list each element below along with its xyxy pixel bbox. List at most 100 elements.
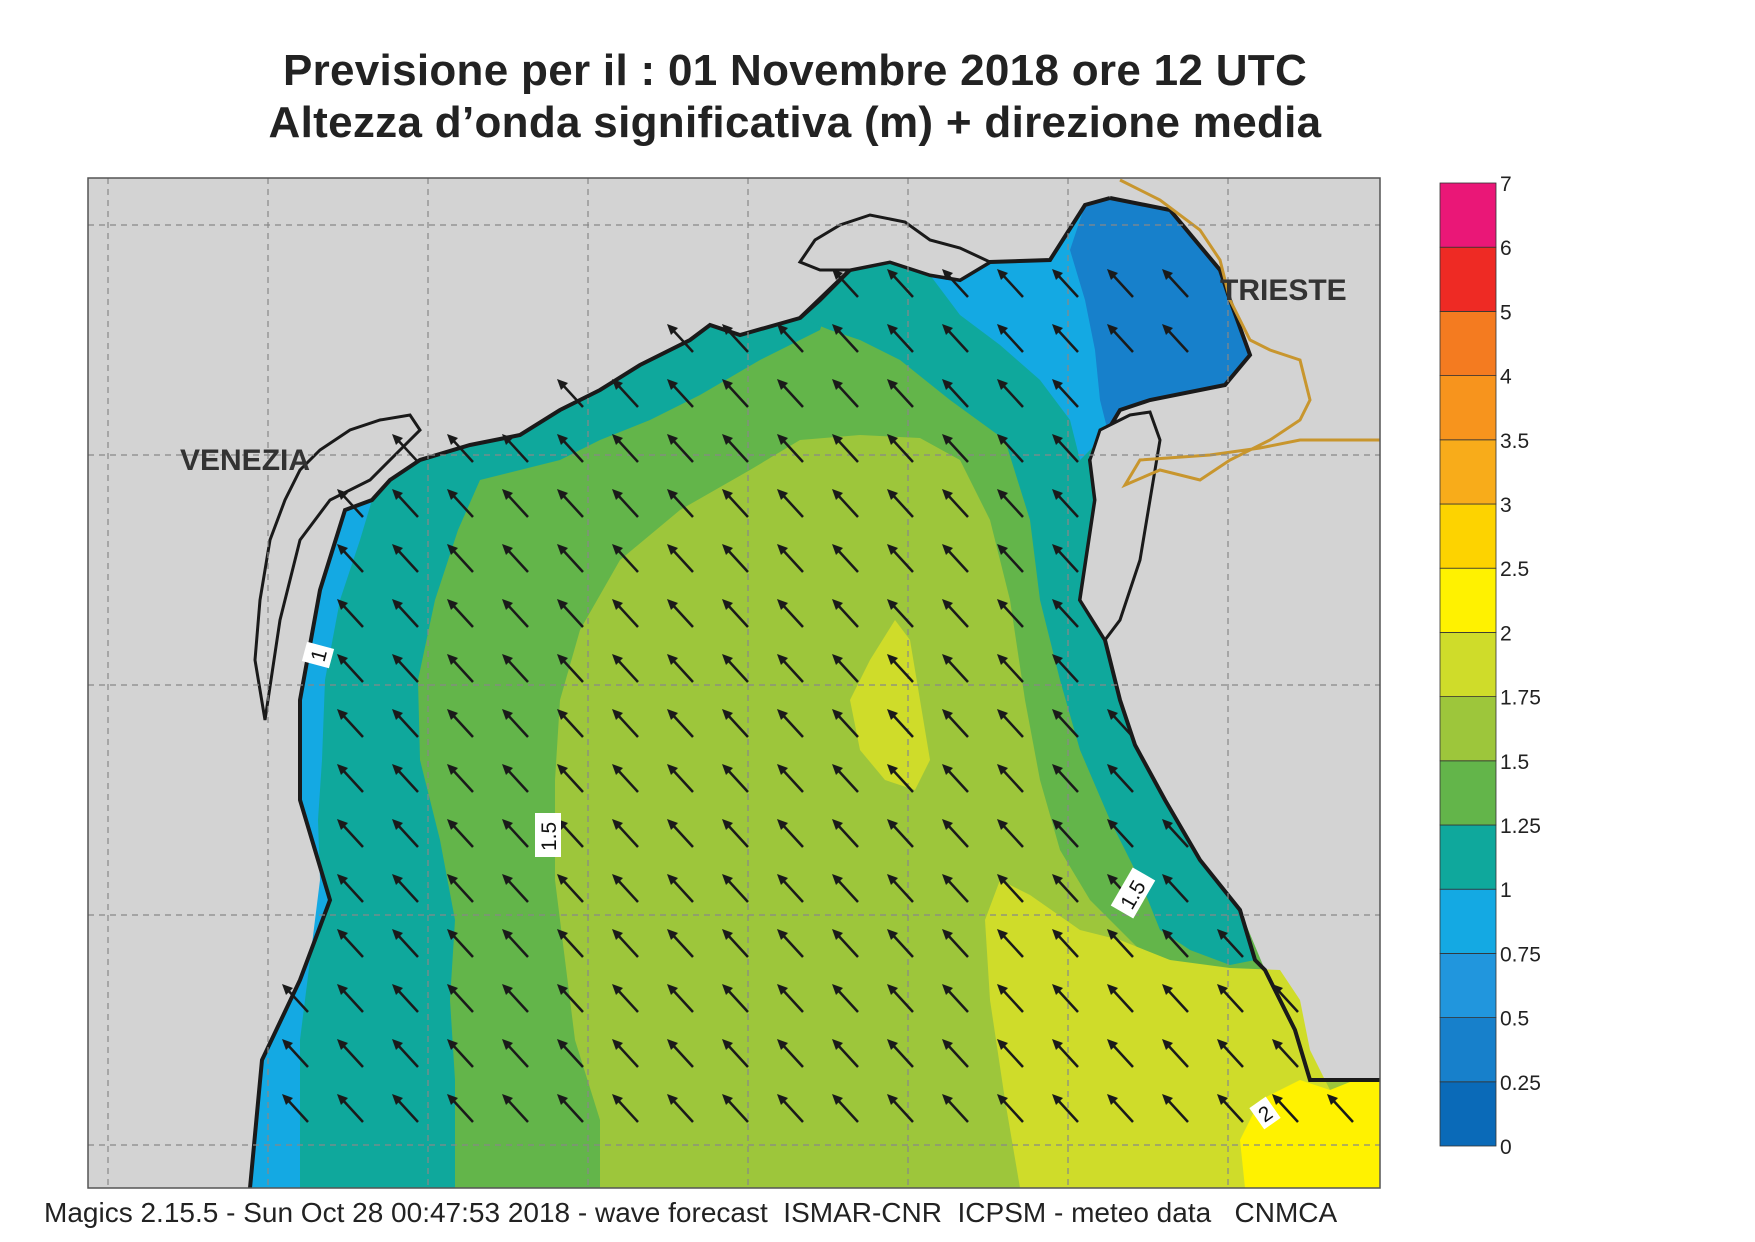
- wave-arrow-head: [337, 654, 348, 665]
- wave-arrow-head: [667, 1039, 678, 1050]
- wave-arrow-head: [997, 709, 1008, 720]
- wave-arrow-shaft: [1000, 712, 1024, 738]
- wave-arrow-shaft: [1110, 932, 1134, 958]
- wave-arrow-shaft: [945, 1097, 969, 1123]
- wave-arrow-shaft: [505, 877, 529, 903]
- wave-arrow-shaft: [835, 327, 859, 353]
- wave-arrow-head: [392, 709, 403, 720]
- city-label-trieste: TRIESTE: [1220, 274, 1347, 307]
- wave-arrow-shaft: [615, 767, 639, 793]
- wave-arrow-shaft: [1110, 987, 1134, 1013]
- legend-swatch: [1439, 375, 1497, 441]
- wave-direction-arrows: [282, 269, 1354, 1123]
- wave-arrow-shaft: [1110, 272, 1134, 298]
- wave-arrow-shaft: [945, 492, 969, 518]
- wave-arrow-shaft: [395, 1097, 419, 1123]
- wave-arrow-shaft: [395, 657, 419, 683]
- wave-arrow-head: [337, 709, 348, 720]
- wave-arrow-head: [1217, 1094, 1228, 1105]
- wave-arrow-shaft: [945, 547, 969, 573]
- contour-label-1: 1: [301, 641, 335, 669]
- wave-arrow-head: [447, 984, 458, 995]
- wave-arrow-shaft: [780, 547, 804, 573]
- wave-arrow-shaft: [1000, 547, 1024, 573]
- wave-arrow-head: [612, 764, 623, 775]
- wave-arrow-shaft: [1165, 877, 1189, 903]
- wave-arrow-head: [612, 654, 623, 665]
- wave-arrow-head: [1217, 929, 1228, 940]
- wave-arrow-shaft: [1220, 1042, 1244, 1068]
- wave-arrow-head: [337, 489, 348, 500]
- wave-arrow-head: [1107, 709, 1118, 720]
- wave-arrow-shaft: [670, 822, 694, 848]
- wave-arrow-shaft: [340, 987, 364, 1013]
- wave-arrow-head: [447, 709, 458, 720]
- wave-arrow-head: [1107, 1094, 1118, 1105]
- wave-arrow-head: [1052, 929, 1063, 940]
- wave-arrow-head: [997, 764, 1008, 775]
- wave-arrow-head: [612, 599, 623, 610]
- wave-arrow-shaft: [615, 657, 639, 683]
- wave-arrow-head: [667, 819, 678, 830]
- wave-arrow-head: [447, 819, 458, 830]
- legend-tick-label: 2: [1500, 622, 1512, 645]
- wave-arrow-head: [667, 874, 678, 885]
- wave-arrow-head: [832, 1094, 843, 1105]
- wave-arrow-shaft: [505, 602, 529, 628]
- wave-arrow-head: [1052, 269, 1063, 280]
- wave-arrow-head: [392, 929, 403, 940]
- wave-arrow-shaft: [835, 767, 859, 793]
- wave-arrow-head: [997, 984, 1008, 995]
- wave-height-legend: 0 0.25 0.5 0.75 1 1.25 1.5 1.75 2 2.5 3 3.5 4 5 6 7: [1439, 173, 1541, 1159]
- wave-arrow-head: [1052, 709, 1063, 720]
- wave-arrow-shaft: [945, 712, 969, 738]
- legend-swatch: [1439, 1017, 1497, 1083]
- wave-arrow-shaft: [340, 492, 364, 518]
- wave-arrow-shaft: [450, 987, 474, 1013]
- wave-arrow-shaft: [450, 877, 474, 903]
- wave-arrow-shaft: [890, 822, 914, 848]
- wave-arrow-head: [502, 1094, 513, 1105]
- wave-arrow-head: [667, 929, 678, 940]
- wave-arrow-shaft: [395, 877, 419, 903]
- wave-arrow-head: [887, 544, 898, 555]
- wave-arrow-head: [612, 1039, 623, 1050]
- legend-swatch: [1439, 888, 1497, 954]
- legend-swatch: [1439, 246, 1497, 312]
- wave-arrow-shaft: [670, 657, 694, 683]
- wave-arrow-head: [1052, 984, 1063, 995]
- wave-arrow-head: [447, 434, 458, 445]
- wave-arrow-shaft: [560, 382, 584, 408]
- wave-arrow-head: [447, 1094, 458, 1105]
- wave-arrow-head: [997, 1039, 1008, 1050]
- wave-arrow-shaft: [615, 1097, 639, 1123]
- wave-arrow-shaft: [945, 382, 969, 408]
- map-frame: [87, 177, 1381, 1189]
- wave-arrow-head: [392, 489, 403, 500]
- wave-arrow-head: [667, 764, 678, 775]
- wave-arrow-shaft: [670, 327, 694, 353]
- legend-swatch: [1439, 824, 1497, 890]
- wave-arrow-shaft: [560, 547, 584, 573]
- wave-arrow-shaft: [945, 437, 969, 463]
- wave-arrow-shaft: [505, 712, 529, 738]
- wave-arrow-head: [997, 874, 1008, 885]
- wave-arrow-shaft: [505, 492, 529, 518]
- wave-arrow-shaft: [505, 767, 529, 793]
- legend-swatch: [1439, 1081, 1497, 1147]
- wave-arrow-head: [887, 269, 898, 280]
- wave-arrow-head: [337, 819, 348, 830]
- wave-arrow-head: [887, 929, 898, 940]
- wave-arrow-head: [667, 1094, 678, 1105]
- wave-arrow-head: [1052, 379, 1063, 390]
- wave-arrow-head: [887, 874, 898, 885]
- wave-arrow-shaft: [1055, 1097, 1079, 1123]
- forecast-subtitle: Altezza d’onda significativa (m) + direz…: [268, 98, 1322, 147]
- wave-arrow-head: [392, 544, 403, 555]
- wave-arrow-head: [282, 984, 293, 995]
- wave-arrow-shaft: [670, 877, 694, 903]
- wave-arrow-shaft: [835, 382, 859, 408]
- wave-arrow-head: [1052, 1039, 1063, 1050]
- wave-arrow-head: [777, 324, 788, 335]
- wave-arrow-head: [832, 764, 843, 775]
